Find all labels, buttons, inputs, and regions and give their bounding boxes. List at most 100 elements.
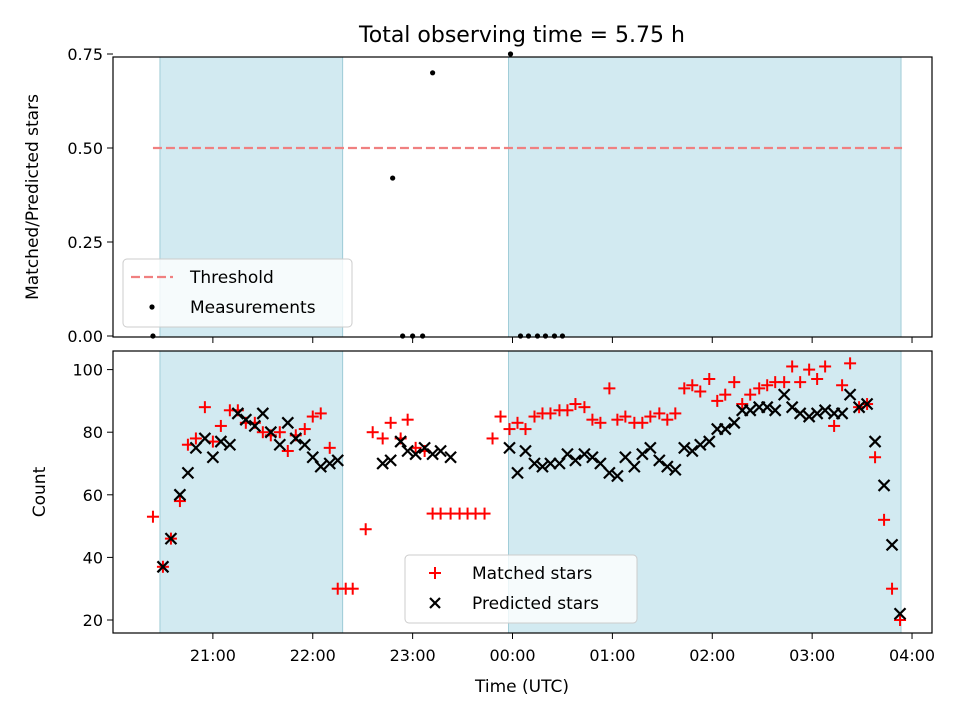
matched-star-point (323, 441, 336, 454)
x-tick-label: 21:00 (190, 646, 236, 665)
matched-star-point (511, 416, 524, 429)
measurement-point (390, 175, 396, 181)
measurement-point (542, 333, 549, 339)
measurement-point (534, 333, 541, 339)
predicted-star-point (536, 460, 549, 473)
predicted-star-point (603, 466, 616, 480)
top-y-tick-label: 0.50 (67, 139, 103, 158)
matched-star-point (744, 388, 757, 401)
predicted-star-point (264, 425, 278, 439)
top-y-axis-label: Matched/Predicted stars (23, 94, 43, 300)
predicted-star-point (206, 450, 220, 464)
matched-star-point (503, 423, 516, 436)
legend-matched-swatch (429, 567, 441, 579)
predicted-star-point (544, 457, 557, 470)
predicted-star-point (802, 410, 816, 423)
measurement-point (150, 333, 156, 339)
matched-star-point (836, 379, 849, 392)
top-legend-box (122, 258, 353, 328)
predicted-star-point (511, 466, 524, 480)
matched-star-point (728, 376, 741, 389)
predicted-star-point (877, 479, 891, 492)
predicted-star-point (860, 397, 874, 411)
predicted-star-point (727, 416, 741, 430)
bottom-y-tick-label: 100 (72, 361, 103, 380)
predicted-star-point (256, 407, 270, 420)
matched-star-point (736, 398, 749, 411)
legend-threshold-label: Threshold (189, 268, 274, 288)
x-tick-label: 01:00 (589, 646, 635, 665)
legend-measurements-swatch (149, 304, 155, 310)
predicted-star-point (561, 447, 574, 461)
legend-predicted-label: Predicted stars (472, 594, 599, 614)
top-y-tick-label: 0.00 (67, 327, 103, 346)
bottom-y-tick-label: 40 (83, 548, 103, 567)
measurement-point (430, 70, 436, 76)
top-axes-frame (112, 56, 933, 338)
predicted-star-point (289, 432, 303, 445)
bottom-panel: 20 40 60 80 100 21:00 22:00 23:00 00:00 01:00 02:… (30, 350, 935, 697)
predicted-star-point (578, 447, 591, 461)
bottom-x-ticks: 21:00 22:00 23:00 00:00 01:00 02:00 03:00 04:00 (190, 633, 935, 665)
predicted-star-point (586, 450, 599, 464)
matched-star-point (686, 379, 699, 392)
matched-star-point (711, 394, 724, 407)
predicted-star-point (644, 441, 657, 455)
predicted-star-point (768, 404, 782, 417)
top-y-tick-label: 0.75 (67, 45, 103, 64)
measurement-point (507, 51, 514, 57)
predicted-star-point (314, 460, 328, 473)
matched-star-point (519, 423, 532, 436)
predicted-star-point (409, 447, 422, 461)
x-tick-label: 04:00 (889, 646, 935, 665)
bottom-y-tick-label: 60 (83, 486, 103, 505)
top-panel: 0.000.250.500.751.001.25 Matched/Predict… (23, 45, 933, 346)
predicted-star-point (868, 435, 882, 448)
measurement-point (551, 333, 558, 339)
matched-star-point (544, 407, 557, 420)
predicted-star-point (376, 457, 389, 470)
predicted-star-point (189, 441, 203, 455)
measurement-point (420, 333, 426, 339)
matched-star-point (886, 582, 899, 595)
matched-star-point (878, 513, 891, 526)
top-y-tick-label: 0.25 (67, 233, 103, 252)
matched-star-point (359, 523, 372, 536)
matched-star-point (703, 372, 716, 385)
matched-star-point (828, 419, 841, 432)
matched-star-point (376, 432, 389, 445)
predicted-star-point (569, 454, 582, 467)
matched-star-point (384, 416, 397, 429)
matched-star-point (753, 382, 766, 395)
matched-star-point (669, 407, 682, 420)
legend-matched-label: Matched stars (472, 564, 592, 584)
matched-star-point (256, 426, 269, 439)
predicted-star-point (843, 388, 857, 401)
predicted-star-point (653, 454, 666, 467)
matched-star-point (578, 401, 591, 414)
matched-star-point (803, 363, 816, 376)
matched-star-point (819, 360, 832, 373)
predicted-star-point (528, 457, 541, 470)
matched-star-point (611, 413, 624, 426)
legend-predicted-swatch (429, 597, 441, 609)
matched-star-point (214, 419, 227, 432)
predicted-star-point (164, 532, 178, 545)
predicted-star-point (401, 444, 414, 458)
predicted-star-point (281, 416, 295, 430)
matched-star-point (636, 416, 649, 429)
predicted-star-point (810, 407, 824, 420)
predicted-star-point (156, 560, 170, 574)
top-x-ticks (212, 337, 913, 343)
predicted-star-point (885, 538, 899, 552)
legend-measurements-label: Measurements (190, 298, 316, 318)
matched-star-point (366, 426, 379, 439)
predicted-star-point (223, 438, 237, 451)
predicted-star-point (785, 400, 799, 414)
predicted-star-point (793, 407, 807, 420)
matched-star-point (778, 376, 791, 389)
matched-star-point (478, 507, 491, 520)
predicted-star-point (835, 407, 849, 420)
matched-star-point (619, 410, 632, 423)
predicted-star-point (181, 466, 195, 480)
